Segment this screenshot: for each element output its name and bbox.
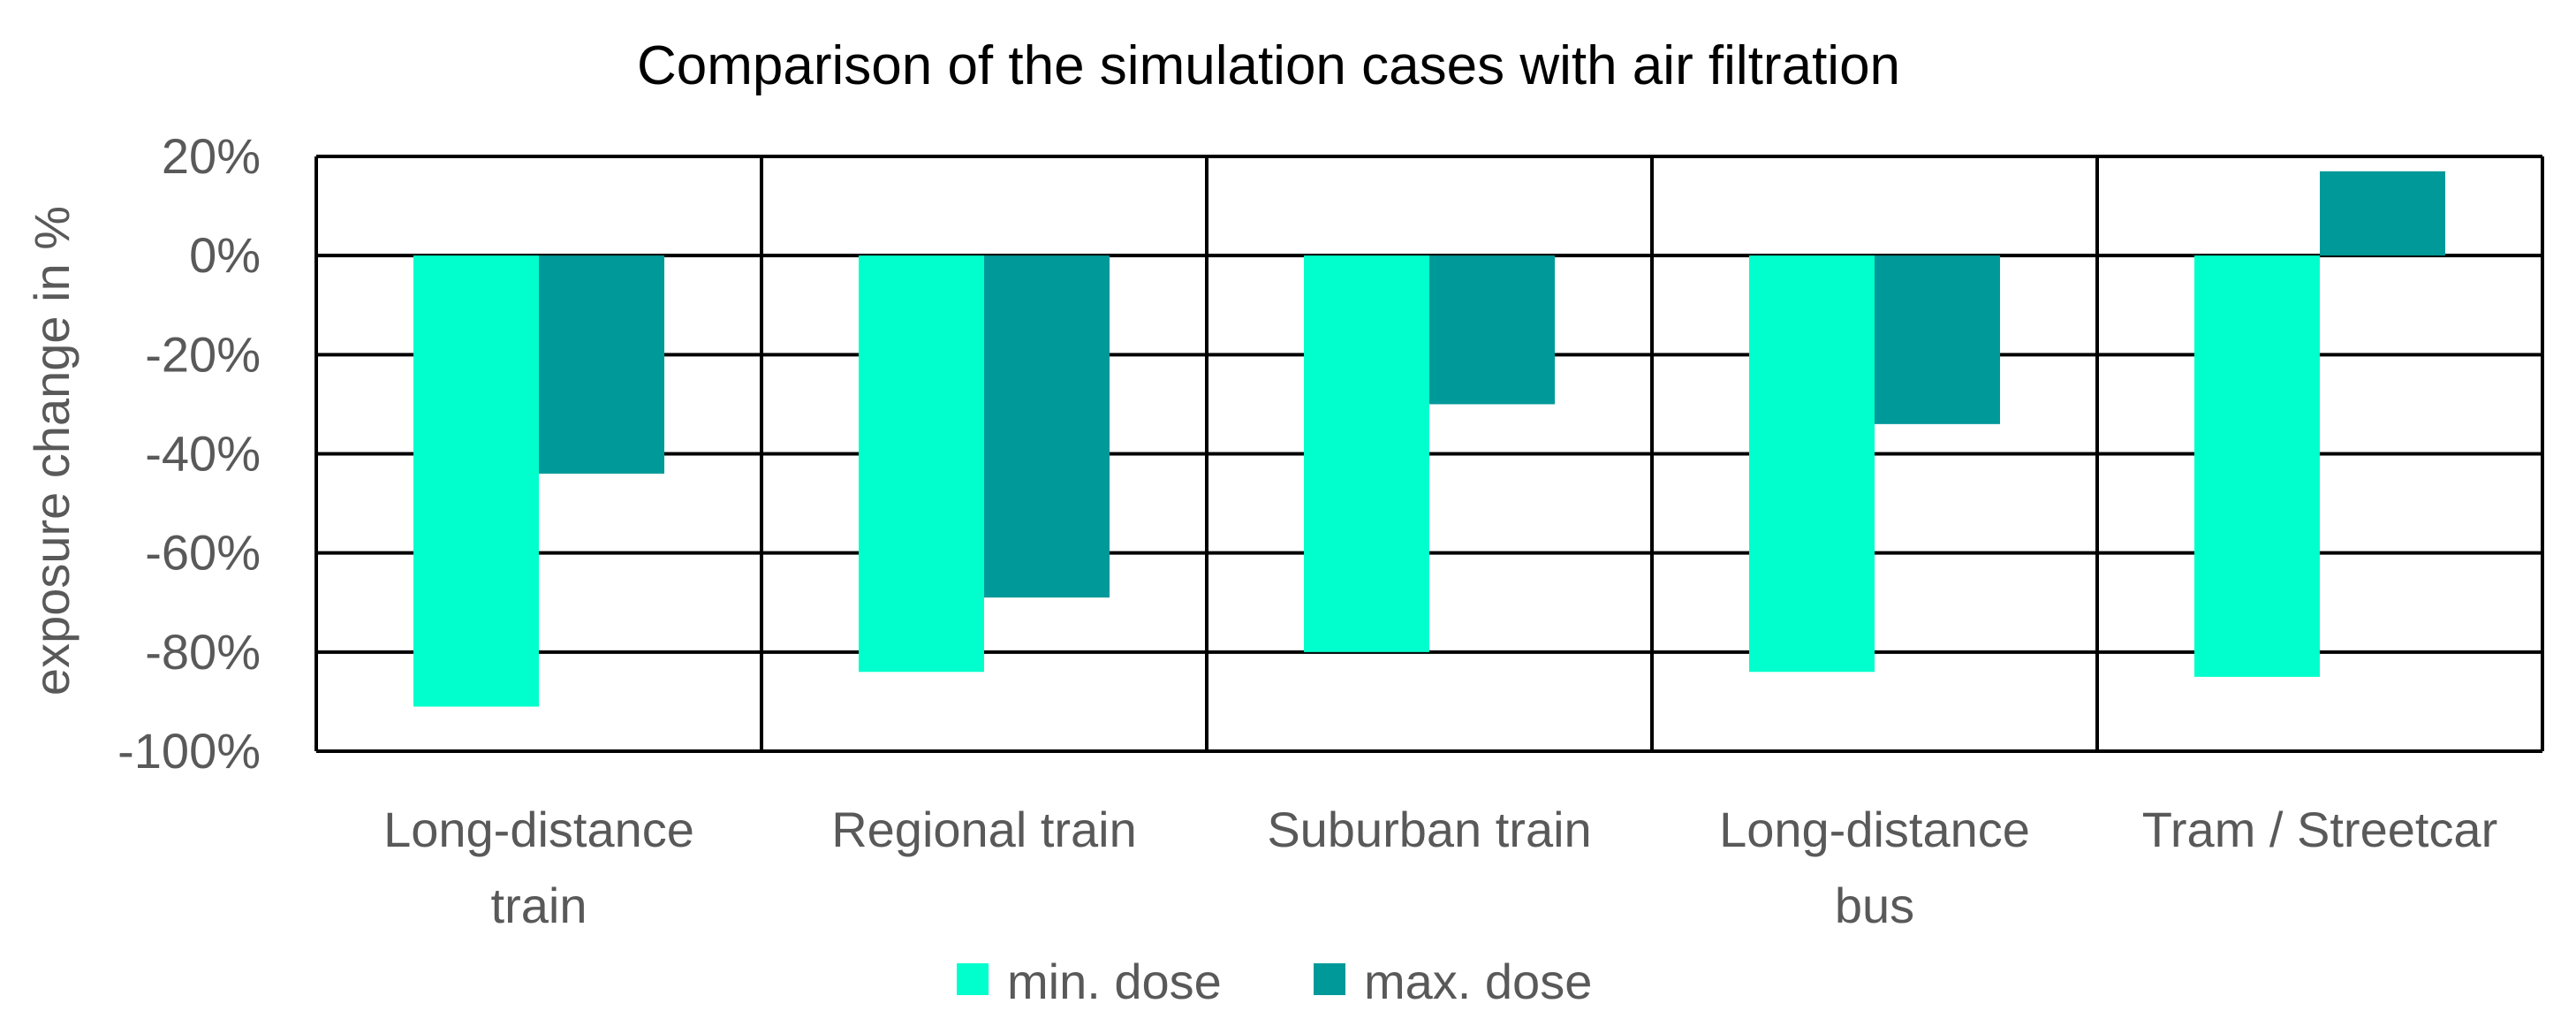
bar-max-2: [1429, 255, 1555, 405]
bars: [413, 171, 2445, 707]
legend-label-1: max. dose: [1364, 954, 1592, 1009]
plot-frame: [314, 156, 2544, 751]
chart-title: Comparison of the simulation cases with …: [637, 35, 1900, 96]
bar-max-1: [984, 255, 1110, 598]
y-axis-label: exposure change in %: [24, 206, 80, 696]
y-tick-label-0: 20%: [162, 128, 261, 184]
y-tick-label-3: -40%: [145, 426, 261, 482]
bar-max-3: [1875, 255, 2000, 424]
legend: min. dose max. dose: [957, 954, 1592, 1009]
legend-swatch-0: [957, 963, 989, 995]
y-tick-label-1: 0%: [189, 227, 261, 283]
bar-min-2: [1304, 255, 1429, 652]
bar-min-0: [413, 255, 539, 707]
bar-min-4: [2194, 255, 2320, 677]
category-label-0-0: Long-distance: [383, 802, 694, 857]
legend-label-0: min. dose: [1007, 954, 1222, 1009]
category-label-3-1: bus: [1835, 878, 1914, 933]
y-tick-label-4: -60%: [145, 525, 261, 581]
bar-max-0: [539, 255, 664, 474]
bar-min-3: [1749, 255, 1875, 673]
y-tick-labels: 20% 0% -20% -40% -60% -80% -100%: [117, 128, 261, 779]
bar-min-1: [859, 255, 984, 673]
category-label-0-1: train: [491, 878, 587, 933]
category-labels: Long-distance train Regional train Suburban…: [383, 802, 2497, 933]
category-label-4-0: Tram / Streetcar: [2142, 802, 2497, 857]
category-label-3-0: Long-distance: [1719, 802, 2030, 857]
category-label-1-0: Regional train: [831, 802, 1137, 857]
bar-max-4: [2320, 171, 2445, 256]
y-tick-label-2: -20%: [145, 326, 261, 382]
y-tick-label-6: -100%: [117, 723, 261, 779]
legend-swatch-1: [1314, 963, 1345, 995]
y-tick-label-5: -80%: [145, 624, 261, 680]
category-label-2-0: Suburban train: [1267, 802, 1591, 857]
